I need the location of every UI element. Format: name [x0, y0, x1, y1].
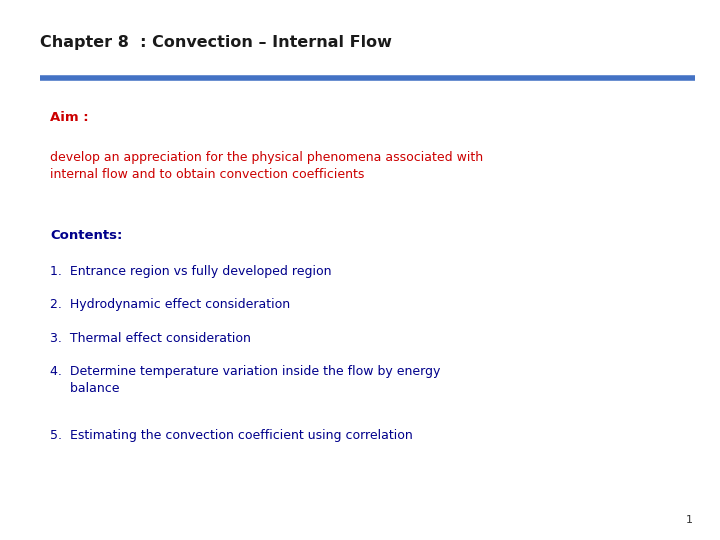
Text: 1: 1	[685, 515, 693, 525]
Text: 2.  Hydrodynamic effect consideration: 2. Hydrodynamic effect consideration	[50, 298, 291, 311]
Text: Contents:: Contents:	[50, 230, 123, 242]
Text: develop an appreciation for the physical phenomena associated with
internal flow: develop an appreciation for the physical…	[50, 151, 484, 181]
Text: 4.  Determine temperature variation inside the flow by energy
     balance: 4. Determine temperature variation insid…	[50, 365, 441, 395]
Text: 3.  Thermal effect consideration: 3. Thermal effect consideration	[50, 332, 251, 345]
Text: Chapter 8  : Convection – Internal Flow: Chapter 8 : Convection – Internal Flow	[40, 35, 392, 50]
Text: 5.  Estimating the convection coefficient using correlation: 5. Estimating the convection coefficient…	[50, 429, 413, 442]
Text: 1.  Entrance region vs fully developed region: 1. Entrance region vs fully developed re…	[50, 265, 332, 278]
Text: Aim :: Aim :	[50, 111, 89, 124]
